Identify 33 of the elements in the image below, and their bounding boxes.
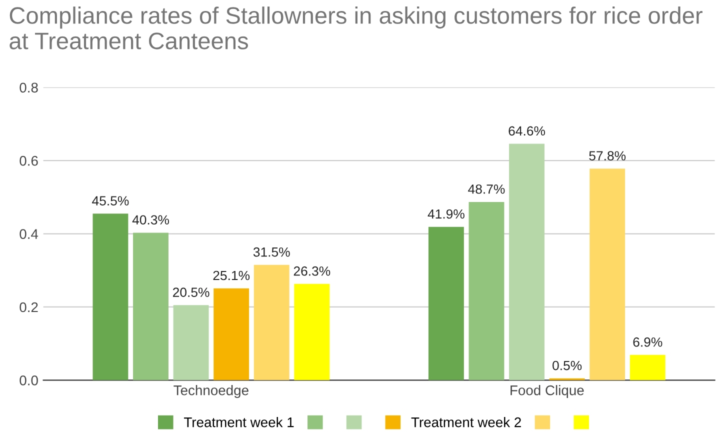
data-label: 26.3% (294, 266, 330, 276)
chart-title: Compliance rates of Stallowners in asking customers for rice order at Treatment Canteens (10, 6, 702, 50)
x-tick-label: Technoedge (174, 385, 248, 398)
data-label: 40.3% (132, 215, 169, 225)
y-tick-label: 0.2 (20, 302, 38, 312)
bar (630, 354, 666, 380)
y-tick-label: 0.0 (20, 376, 38, 386)
bar (254, 264, 290, 380)
legend-label: Treatment week 2 (411, 417, 521, 428)
data-label: 57.8% (589, 151, 626, 160)
y-tick-label: 0.6 (20, 156, 38, 166)
data-label: 25.1% (213, 270, 250, 280)
bar (509, 144, 544, 380)
bar (428, 226, 464, 380)
bar (133, 232, 168, 380)
data-label: 41.9% (428, 209, 464, 219)
x-tick-label: Food Clique (510, 385, 584, 398)
data-label: 45.5% (92, 196, 129, 206)
bar (590, 168, 626, 380)
data-label: 64.6% (508, 126, 546, 136)
bar (468, 202, 504, 380)
data-label: 31.5% (253, 247, 290, 257)
data-label: 48.7% (468, 184, 505, 194)
bar (214, 288, 250, 380)
data-label: 6.9% (633, 337, 662, 347)
y-tick-label: 0.4 (20, 229, 38, 239)
y-tick-label: 0.8 (20, 82, 38, 93)
data-label: 0.5% (552, 360, 582, 370)
data-label: 20.5% (173, 288, 210, 297)
bar (173, 305, 209, 380)
bar (92, 214, 128, 380)
bar (294, 284, 330, 380)
legend-label: Treatment week 1 (184, 417, 294, 428)
